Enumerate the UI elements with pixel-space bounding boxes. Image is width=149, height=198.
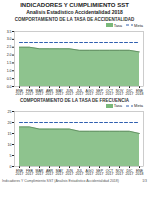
svg-text:0.5: 0.5 <box>7 76 12 80</box>
svg-text:10: 10 <box>8 143 12 147</box>
html-text:Analisis Estadistico Accidenta: Analisis Estadistico Accidentalidad 2018 <box>26 9 123 15</box>
svg-text:0.0: 0.0 <box>7 84 12 88</box>
svg-text:25: 25 <box>8 110 12 114</box>
svg-text:OCT2017: OCT2017 <box>106 88 114 96</box>
svg-text:ENE2018: ENE2018 <box>136 169 144 177</box>
svg-text:SEP2017: SEP2017 <box>96 88 104 96</box>
svg-text:0: 0 <box>10 165 12 169</box>
svg-text:JUN2017: JUN2017 <box>66 88 74 96</box>
html-text:1/3: 1/3 <box>142 179 147 183</box>
svg-text:DIC2017: DIC2017 <box>126 169 134 177</box>
svg-text:AGO2017: AGO2017 <box>86 169 94 177</box>
svg-text:ENE2017: ENE2017 <box>16 169 24 177</box>
svg-text:ABR2017: ABR2017 <box>46 88 54 96</box>
html-text:COMPORTAMIENTO DE LA TASA DE A: COMPORTAMIENTO DE LA TASA DE ACCIDENTALI… <box>14 17 135 22</box>
html-text:Tasa: Tasa <box>113 103 123 108</box>
html-text:Meta: Meta <box>134 22 143 28</box>
svg-text:NOV2017: NOV2017 <box>116 169 124 177</box>
svg-text:JUL2017: JUL2017 <box>76 169 84 177</box>
html-text:Meta: Meta <box>134 103 143 108</box>
svg-text:1.0: 1.0 <box>7 68 12 72</box>
svg-text:ENE2018: ENE2018 <box>136 88 144 96</box>
svg-text:FEB2017: FEB2017 <box>26 88 34 96</box>
svg-text:NOV2017: NOV2017 <box>116 88 124 96</box>
svg-text:1.5: 1.5 <box>7 61 12 65</box>
svg-text:JUN2017: JUN2017 <box>66 169 74 177</box>
svg-text:MAR2017: MAR2017 <box>36 169 44 177</box>
svg-text:ENE2017: ENE2017 <box>16 88 24 96</box>
svg-text:20: 20 <box>8 121 12 125</box>
svg-text:MAR2017: MAR2017 <box>36 88 44 96</box>
svg-text:3.0: 3.0 <box>7 37 12 41</box>
html-text:Tasa: Tasa <box>113 22 123 28</box>
html-text:COMPORTAMIENTO DE LA TASA DE F: COMPORTAMIENTO DE LA TASA DE FRECUENCIA <box>19 97 130 103</box>
svg-text:FEB2017: FEB2017 <box>26 169 34 177</box>
html-text:Indicadores Y Cumplimiento SST: Indicadores Y Cumplimiento SST (Analisis… <box>2 179 119 183</box>
svg-text:15: 15 <box>8 132 12 136</box>
svg-text:DIC2017: DIC2017 <box>126 88 134 96</box>
svg-text:3.5: 3.5 <box>7 29 12 33</box>
html-text:INDICADORES Y CUMPLIMIENTO SST: INDICADORES Y CUMPLIMIENTO SST <box>20 2 129 8</box>
svg-text:JUL2017: JUL2017 <box>76 88 84 96</box>
svg-text:2.0: 2.0 <box>7 53 12 57</box>
svg-text:5: 5 <box>10 154 12 158</box>
svg-text:MAY2017: MAY2017 <box>56 88 64 96</box>
svg-text:MAY2017: MAY2017 <box>56 169 64 177</box>
svg-text:OCT2017: OCT2017 <box>106 169 114 177</box>
svg-text:SEP2017: SEP2017 <box>96 169 104 177</box>
svg-text:2.5: 2.5 <box>7 45 12 49</box>
svg-text:ABR2017: ABR2017 <box>46 169 54 177</box>
svg-text:AGO2017: AGO2017 <box>86 88 94 96</box>
